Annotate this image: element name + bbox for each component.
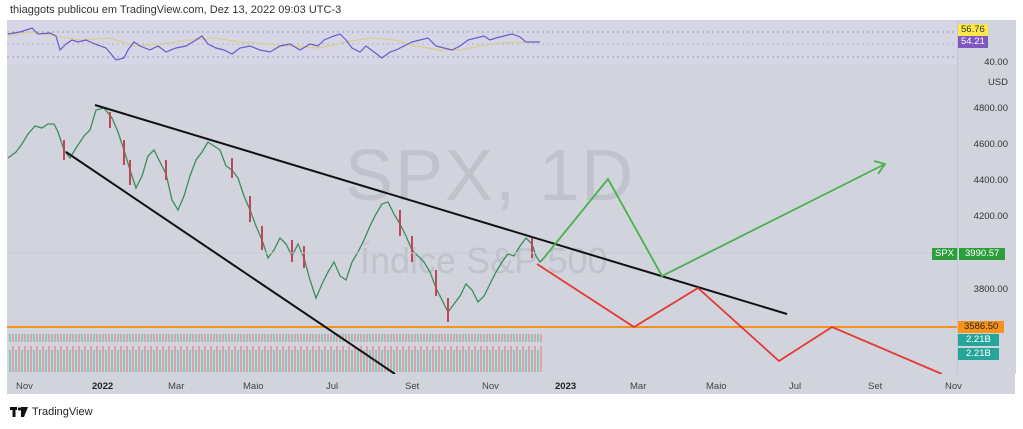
time-label: Maio xyxy=(243,381,264,392)
volume-tag: 2.21B xyxy=(958,334,999,346)
price-label-4400: 4400.00 xyxy=(973,175,1008,186)
time-label: 2022 xyxy=(92,381,114,392)
time-label: Jul xyxy=(789,381,802,392)
time-label: Nov xyxy=(945,381,962,392)
price-label-4200: 4200.00 xyxy=(973,211,1008,222)
rsi-ma-tag: 56.76 xyxy=(958,24,988,36)
time-label: Jul xyxy=(326,381,339,392)
time-axis[interactable]: Nov 2022 Mar Maio Jul Set Nov 2023 Mar M… xyxy=(7,374,962,394)
time-label: Maio xyxy=(706,381,727,392)
tradingview-logo-icon xyxy=(10,407,28,417)
time-label: Nov xyxy=(16,381,33,392)
time-label: Set xyxy=(868,381,883,392)
publication-header: thiaggots publicou em TradingView.com, D… xyxy=(10,4,342,16)
price-axis[interactable]: 40.00 USD 4800.00 4600.00 4400.00 4200.0… xyxy=(957,20,1016,374)
time-label: Set xyxy=(405,381,420,392)
footer-branding: TradingView xyxy=(10,406,93,418)
time-label: Mar xyxy=(168,381,185,392)
last-price-tag: 3990.57 xyxy=(959,248,1006,260)
symbol-tag: SPX xyxy=(932,248,959,260)
rsi-axis-label: 40.00 xyxy=(984,57,1008,68)
price-label-3800: 3800.00 xyxy=(973,284,1008,295)
volume-ma-tag: 2.21B xyxy=(958,348,999,360)
level-price-tag: 3586.50 xyxy=(958,321,1005,333)
price-label-4800: 4800.00 xyxy=(973,103,1008,114)
rsi-value-tag: 54.21 xyxy=(958,36,988,48)
chart-area[interactable] xyxy=(7,20,1015,394)
time-label: Mar xyxy=(630,381,647,392)
price-label-4600: 4600.00 xyxy=(973,139,1008,150)
time-label: Nov xyxy=(482,381,499,392)
footer-brand-text: TradingView xyxy=(32,406,93,418)
time-label: 2023 xyxy=(555,381,577,392)
symbol-watermark: SPX, 1D xyxy=(345,136,636,216)
volume-bars xyxy=(8,334,543,372)
currency-label: USD xyxy=(987,77,1008,88)
